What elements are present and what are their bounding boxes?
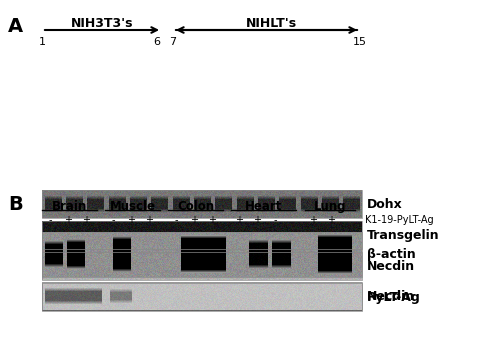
Text: Muscle: Muscle [109, 200, 156, 213]
Bar [42, 232, 362, 277]
Text: NIH3T3's: NIH3T3's [71, 17, 133, 30]
Text: +: + [82, 215, 90, 225]
Text: 6: 6 [153, 37, 161, 47]
Text: B: B [8, 195, 23, 214]
Text: +: + [235, 215, 243, 225]
Text: +: + [190, 215, 198, 225]
Text: Dohx: Dohx [367, 197, 403, 211]
Bar [42, 252, 362, 280]
Text: Heart: Heart [245, 200, 282, 213]
Text: K1-19-PyLT-Ag: K1-19-PyLT-Ag [365, 215, 434, 225]
Bar [42, 283, 362, 311]
Text: 15: 15 [353, 37, 367, 47]
Text: +: + [127, 215, 135, 225]
Text: Lung: Lung [314, 200, 346, 213]
Text: -: - [273, 215, 277, 225]
Text: 7: 7 [170, 37, 176, 47]
Text: Transgelin: Transgelin [367, 228, 440, 241]
Bar [42, 282, 362, 310]
Text: NIHLT's: NIHLT's [246, 17, 297, 30]
Text: Necdin: Necdin [367, 290, 415, 302]
Text: -: - [48, 215, 52, 225]
Text: -: - [174, 215, 178, 225]
Text: +: + [145, 215, 153, 225]
Text: +: + [64, 215, 72, 225]
Bar [42, 221, 362, 249]
Text: β-actin: β-actin [367, 248, 416, 261]
Text: 1: 1 [39, 37, 45, 47]
Text: +: + [208, 215, 216, 225]
Text: +: + [253, 215, 261, 225]
Text: Brain: Brain [52, 200, 87, 213]
Text: PyLT-Ag: PyLT-Ag [367, 291, 421, 303]
Bar [42, 190, 362, 218]
Text: Necdin: Necdin [367, 260, 415, 272]
Text: +: + [309, 215, 317, 225]
Text: -: - [111, 215, 115, 225]
Text: +: + [327, 215, 335, 225]
Text: Colon: Colon [177, 200, 214, 213]
Text: A: A [8, 17, 23, 36]
